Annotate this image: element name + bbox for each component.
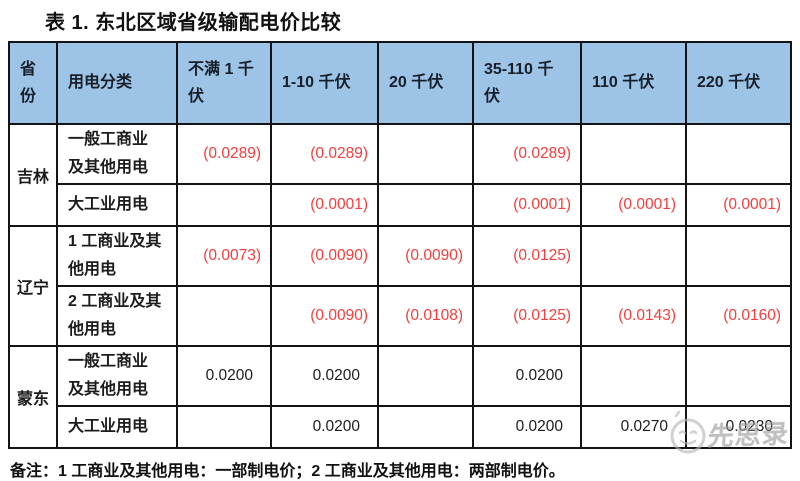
price-cell: 0.0200 <box>472 405 582 449</box>
price-cell: (0.0001) <box>270 183 379 227</box>
price-cell: (0.0001) <box>472 183 582 227</box>
category-cell: 2 工商业及其 他用电 <box>56 285 178 347</box>
price-cell: 0.0200 <box>270 345 379 407</box>
price-cell <box>377 345 474 407</box>
column-header: 不满 1 千 伏 <box>176 41 272 125</box>
price-cell: (0.0073) <box>176 225 272 287</box>
price-cell: (0.0289) <box>472 123 582 185</box>
table-title: 表 1. 东北区域省级输配电价比较 <box>45 12 342 34</box>
column-header: 35-110 千 伏 <box>472 41 582 125</box>
province-cell: 蒙东 <box>8 345 58 449</box>
column-header: 用电分类 <box>56 41 178 125</box>
price-cell <box>176 405 272 449</box>
price-cell: (0.0090) <box>270 225 379 287</box>
province-cell: 吉林 <box>8 123 58 227</box>
table-row: 蒙东 一般工商业 及其他用电 0.0200 0.0200 0.0200 <box>8 345 792 449</box>
price-cell <box>176 285 272 347</box>
price-cell <box>685 345 792 407</box>
category-cell: 大工业用电 <box>56 183 178 227</box>
price-cell: (0.0090) <box>377 225 474 287</box>
footnote: 备注：1 工商业及其他用电：一部制电价；2 工商业及其他用电：两部制电价。 <box>10 463 565 480</box>
category-cell: 一般工商业 及其他用电 <box>56 345 178 407</box>
price-cell: 0.0200 <box>472 345 582 407</box>
price-cell <box>176 183 272 227</box>
price-cell: (0.0143) <box>580 285 687 347</box>
price-cell <box>580 123 687 185</box>
price-cell: 0.0200 <box>176 345 272 407</box>
column-header: 20 千伏 <box>377 41 474 125</box>
category-cell: 大工业用电 <box>56 405 178 449</box>
category-cell: 一般工商业 及其他用电 <box>56 123 178 185</box>
price-cell <box>685 123 792 185</box>
price-cell <box>377 123 474 185</box>
price-comparison-table: 省 份用电分类 不满 1 千 伏 1-10 千伏 20 千伏 35-110 千 伏 110… <box>8 41 792 449</box>
price-cell <box>685 225 792 287</box>
price-cell: 0.0270 <box>580 405 687 449</box>
price-cell: (0.0125) <box>472 225 582 287</box>
price-cell: 0.0200 <box>270 405 379 449</box>
table-row: 辽宁 1 工商业及其 他用电 (0.0073) (0.0090) (0.0090) (0.… <box>8 225 792 347</box>
price-cell: (0.0289) <box>176 123 272 185</box>
category-cell: 1 工商业及其 他用电 <box>56 225 178 287</box>
table-row: 2 工商业及其 他用电 (0.0090) (0.0108) (0.0125) (0.01… <box>9 285 792 347</box>
column-header: 220 千伏 <box>685 41 792 125</box>
table-row: 大工业用电 (0.0001) (0.0001) (0.0001) (0.0001) <box>9 183 792 227</box>
price-cell: (0.0001) <box>685 183 792 227</box>
price-cell: (0.0001) <box>580 183 687 227</box>
price-cell: (0.0125) <box>472 285 582 347</box>
price-cell: (0.0108) <box>377 285 474 347</box>
price-cell <box>580 225 687 287</box>
price-cell: 0.0230 <box>685 405 792 449</box>
price-cell: (0.0289) <box>270 123 379 185</box>
price-cell <box>377 405 474 449</box>
price-cell: (0.0090) <box>270 285 379 347</box>
table-row: 大工业用电 0.0200 0.0200 0.0270 0.0230 <box>9 405 792 449</box>
column-header: 110 千伏 <box>580 41 687 125</box>
table-row: 吉林 一般工商业 及其他用电 (0.0289) (0.0289) (0.0289) <box>8 123 792 227</box>
header-row: 省 份用电分类 不满 1 千 伏 1-10 千伏 20 千伏 35-110 千 伏 110… <box>8 41 792 125</box>
column-header: 省 份 <box>8 41 58 125</box>
price-cell <box>377 183 474 227</box>
column-header: 1-10 千伏 <box>270 41 379 125</box>
province-cell: 辽宁 <box>8 225 58 347</box>
price-cell: (0.0160) <box>685 285 792 347</box>
price-cell <box>580 345 687 407</box>
document-page: { "title": "表 1. 东北区域省级输配电价比较", "table":… <box>0 6 800 480</box>
